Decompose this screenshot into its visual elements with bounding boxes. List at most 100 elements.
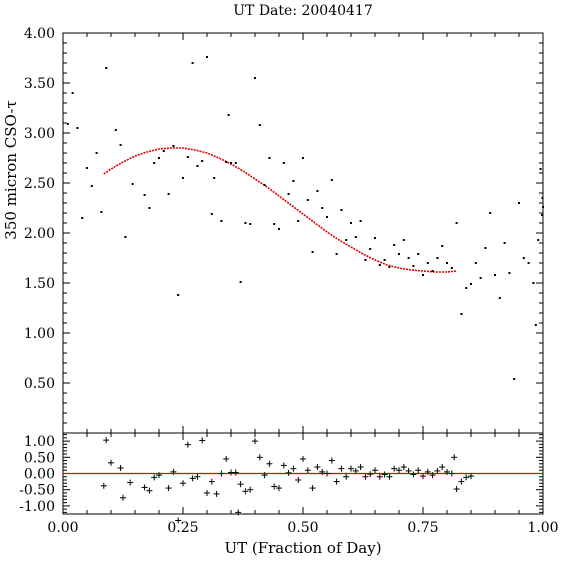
data-point	[330, 179, 333, 181]
residual-point	[218, 470, 225, 477]
data-point	[417, 253, 420, 255]
data-point	[220, 220, 223, 222]
residual-point	[204, 489, 210, 496]
data-point	[446, 262, 448, 264]
resid-y-tick-label: -1.00	[19, 499, 55, 515]
residual-point	[309, 485, 316, 492]
data-point	[470, 283, 472, 285]
residual-point	[208, 478, 215, 485]
data-point	[306, 199, 309, 201]
data-point	[282, 162, 285, 164]
data-point	[76, 127, 79, 129]
data-point	[196, 165, 199, 167]
data-point	[407, 257, 410, 259]
residual-point	[357, 464, 364, 471]
residual-point	[333, 478, 340, 485]
residual-point	[280, 462, 287, 469]
data-point	[374, 237, 376, 239]
data-point	[450, 267, 453, 269]
data-point	[263, 184, 266, 186]
residual-point	[256, 454, 263, 461]
resid-x-tick-label: 0.00	[47, 520, 78, 536]
data-point	[364, 259, 367, 261]
residual-point	[381, 471, 388, 478]
residual-point	[271, 483, 278, 490]
residual-point	[213, 490, 220, 497]
data-point	[234, 162, 237, 164]
main-y-tick-label: 2.00	[24, 226, 55, 242]
data-point	[71, 92, 74, 94]
data-point	[326, 216, 328, 218]
residual-point	[451, 454, 458, 461]
data-point	[345, 239, 348, 241]
data-point	[302, 157, 304, 159]
residual-point	[300, 455, 306, 462]
main-y-tick-label: 1.50	[24, 276, 55, 292]
data-point	[537, 239, 540, 241]
residual-point	[232, 469, 239, 476]
data-point	[105, 67, 108, 69]
data-point	[287, 193, 290, 195]
residual-point	[290, 465, 297, 472]
residual-point	[328, 457, 335, 464]
data-point	[436, 257, 439, 259]
data-point	[244, 222, 247, 224]
data-point	[86, 167, 88, 169]
residual-point	[319, 468, 326, 475]
residual-point	[247, 486, 254, 493]
data-point	[398, 253, 400, 255]
resid-y-tick-label: 1.00	[24, 434, 55, 450]
data-point	[498, 297, 501, 299]
residual-point	[146, 487, 153, 494]
residual-point	[424, 468, 431, 475]
residual-point	[448, 470, 455, 477]
residual-point	[120, 494, 126, 501]
data-point	[422, 274, 424, 276]
data-point	[206, 56, 208, 58]
data-point	[124, 236, 127, 238]
residual-point	[151, 474, 158, 481]
residual-point	[324, 470, 330, 477]
residual-point	[439, 464, 446, 471]
resid-x-tick-label: 1.00	[527, 520, 558, 536]
data-point	[335, 253, 338, 255]
residual-point	[444, 468, 450, 475]
data-point	[100, 211, 103, 213]
residual-point	[434, 467, 441, 474]
residual-point	[420, 473, 426, 480]
data-point	[479, 277, 482, 279]
residual-point	[117, 464, 124, 471]
chart-title: UT Date: 20040417	[233, 3, 373, 19]
data-point	[225, 161, 228, 163]
data-point	[522, 257, 525, 259]
data-point	[378, 264, 381, 266]
data-point	[534, 324, 537, 326]
data-point	[484, 247, 487, 249]
data-point	[227, 114, 230, 116]
residual-point	[237, 481, 244, 488]
data-point	[541, 197, 544, 199]
resid-y-tick-label: 0.50	[24, 450, 55, 466]
data-point	[513, 378, 516, 380]
main-y-tick-label: 0.50	[24, 376, 55, 392]
residual-point	[223, 455, 230, 462]
data-point	[201, 160, 204, 162]
residual-plot: -1.00-0.500.000.501.000.00 0.25 0.50 0.75 1.…	[19, 432, 559, 536]
x-axis-title: UT (Fraction of Day)	[224, 539, 381, 557]
data-point	[273, 223, 276, 225]
data-point	[465, 287, 468, 289]
residual-point	[276, 485, 282, 492]
residual-point	[261, 472, 268, 479]
data-point	[311, 251, 314, 253]
main-y-tick-label: 3.50	[24, 76, 55, 92]
residual-point	[165, 485, 172, 492]
data-point	[354, 236, 357, 238]
data-point	[148, 207, 151, 209]
residual-point	[463, 474, 470, 481]
residual-point	[194, 473, 201, 480]
data-point	[249, 223, 252, 225]
residual-point	[453, 486, 460, 493]
data-point	[340, 209, 343, 211]
data-point	[508, 272, 511, 274]
